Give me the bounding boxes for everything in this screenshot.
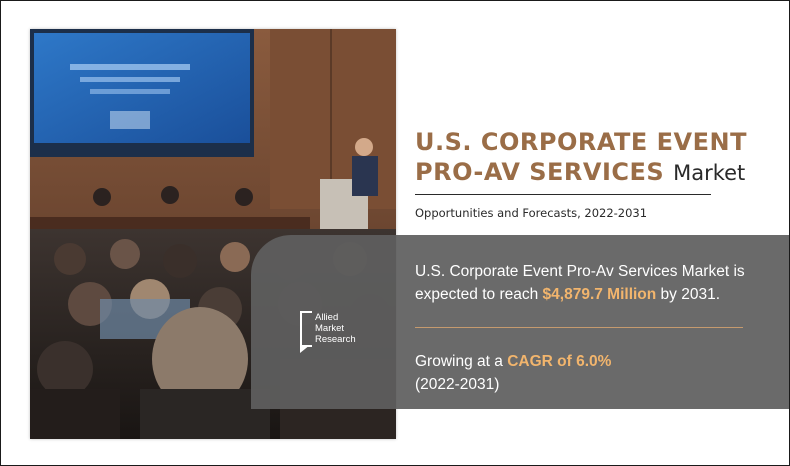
- cagr-value: CAGR of 6.0%: [507, 353, 612, 370]
- allied-market-research-logo: Allied Market Research: [300, 311, 380, 357]
- logo-tail-icon: [300, 345, 310, 353]
- title-divider: [415, 194, 711, 195]
- market-statement: U.S. Corporate Event Pro-Av Services Mar…: [415, 260, 765, 306]
- title-block: U.S. CORPORATE EVENT PRO-AV SERVICES Mar…: [415, 127, 755, 188]
- panel-divider: [415, 327, 743, 328]
- logo-bracket-icon: [300, 311, 312, 347]
- logo-text: Allied Market Research: [315, 312, 356, 345]
- info-panel: [251, 235, 789, 409]
- growth-statement: Growing at a CAGR of 6.0% (2022-2031): [415, 350, 745, 396]
- logo-line-1: Allied: [315, 312, 339, 323]
- market-statement-suffix: by 2031.: [656, 286, 721, 303]
- page-title-suffix: Market: [673, 161, 746, 185]
- logo-line-2: Market: [315, 323, 345, 334]
- page-subtitle: Opportunities and Forecasts, 2022-2031: [415, 206, 648, 220]
- page-title-line-2-text: PRO-AV SERVICES: [415, 158, 665, 186]
- market-statement-prefix: U.S. Corporate Event Pro-Av Services Mar…: [415, 263, 745, 303]
- page-title-line-1: U.S. CORPORATE EVENT: [415, 128, 747, 156]
- market-value: $4,879.7 Million: [542, 286, 657, 303]
- page-title-line-2: PRO-AV SERVICES Market: [415, 157, 755, 188]
- logo-line-3: Research: [315, 334, 356, 345]
- growth-prefix: Growing at a: [415, 353, 508, 370]
- conference-photo: [30, 29, 396, 439]
- growth-period: (2022-2031): [415, 376, 500, 393]
